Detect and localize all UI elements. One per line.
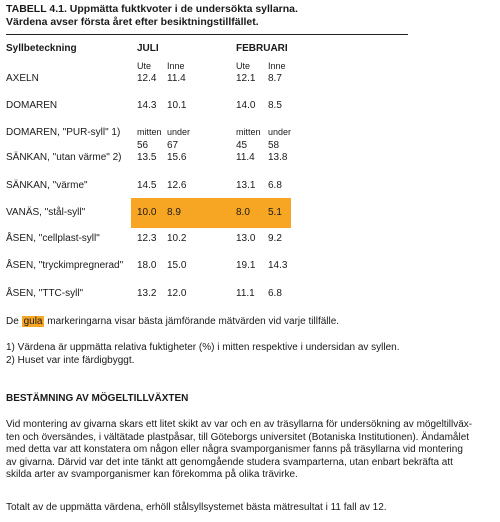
table-cell: 13.8 [268, 152, 288, 163]
table-cell: 15.0 [167, 260, 187, 271]
table-cell: 12.6 [167, 180, 187, 191]
summary-sentence: Totalt av de uppmätta värdena, erhöll st… [6, 502, 387, 513]
table-cell: 67 [167, 140, 179, 151]
table-cell: 8.7 [268, 73, 282, 84]
paragraph-line: med detta var att konstatera om någon el… [6, 444, 463, 456]
table-cell: 6.8 [268, 180, 282, 191]
sub-header: under [268, 127, 292, 137]
table-cell: 10.0 [137, 207, 157, 218]
table-cell: 15.6 [167, 152, 187, 163]
row-label: ÅSEN, "TTC-syll" [6, 288, 84, 299]
table-cell: 13.2 [137, 288, 157, 299]
table-cell: 58 [268, 140, 280, 151]
table-cell: 9.2 [268, 233, 282, 244]
section-heading: BESTÄMNING AV MÖGELTILLVÄXTEN [6, 393, 189, 404]
footnote-2: 2) Huset var inte färdigbyggt. [6, 355, 135, 366]
juli-column-header: JULI [137, 43, 159, 54]
table-cell: 13.1 [236, 180, 256, 191]
sub-header: mitten [137, 127, 162, 137]
paragraph-line: Vid montering av givarna skars ett litet… [6, 419, 473, 430]
table-cell: 5.1 [268, 207, 282, 218]
table-cell: 11.4 [236, 152, 255, 163]
table-top-rule [6, 34, 408, 35]
februari-column-header: FEBRUARI [236, 43, 288, 54]
sub-header: mitten [236, 127, 261, 137]
table-cell: 8.9 [167, 207, 181, 218]
table-cell: 11.4 [167, 73, 186, 84]
label-column-header: Syllbeteckning [6, 43, 77, 54]
table-cell: 11.1 [236, 288, 255, 299]
row-label: SÄNKAN, "utan värme" 2) [6, 152, 122, 163]
table-cell: 6.8 [268, 288, 282, 299]
table-cell: 14.3 [268, 260, 288, 271]
highlight-legend: De gula markeringarna visar bästa jämför… [6, 316, 339, 327]
paragraph-line: ten och översändes, i vältätade plastpås… [6, 431, 470, 443]
table-cell: 19.1 [236, 260, 256, 271]
table-title-line-1: TABELL 4.1. Uppmätta fuktkvoter i de und… [6, 3, 298, 15]
row-label: ÅSEN, "tryckimpregnerad" [6, 260, 124, 271]
sub-header: Inne [167, 61, 185, 71]
table-cell: 14.3 [137, 100, 157, 111]
footnote-1: 1) Värdena är uppmätta relativa fuktighe… [6, 342, 400, 353]
highlight-vanas [131, 198, 291, 228]
row-label: DOMAREN [6, 100, 58, 111]
row-label: AXELN [6, 73, 39, 84]
table-cell: 12.3 [137, 233, 157, 244]
paragraph-line: av givarna. Därvid var det inte tänkt at… [6, 456, 453, 468]
table-cell: 18.0 [137, 260, 157, 271]
sub-header: Ute [137, 61, 152, 71]
legend-highlight-word: gula [21, 316, 45, 327]
legend-post: markeringarna visar bästa jämförande mät… [47, 316, 340, 327]
table-cell: 10.2 [167, 233, 187, 244]
table-cell: 14.5 [137, 180, 157, 191]
row-label: SÄNKAN, "värme" [6, 180, 88, 191]
table-cell: 13.0 [236, 233, 256, 244]
row-label: DOMAREN, "PUR-syll" 1) [6, 127, 121, 138]
row-label: VANÄS, "stål-syll" [6, 207, 86, 218]
sub-header: Ute [236, 61, 251, 71]
table-cell: 14.0 [236, 100, 256, 111]
paragraph-line: skilda arter av svamporganismer kan före… [6, 469, 298, 481]
table-cell: 12.1 [236, 73, 256, 84]
table-cell: 45 [236, 140, 248, 151]
table-cell: 10.1 [167, 100, 187, 111]
table-cell: 8.5 [268, 100, 282, 111]
table-cell: 12.0 [167, 288, 187, 299]
table-cell: 56 [137, 140, 149, 151]
table-title: TABELL 4.1. Uppmätta fuktkvoter i de und… [6, 3, 298, 29]
table-cell: 8.0 [236, 207, 250, 218]
sub-header: Inne [268, 61, 286, 71]
legend-pre: De [6, 316, 19, 327]
table-title-line-2: Värdena avser första året efter besiktni… [6, 16, 259, 28]
sub-header: under [167, 127, 191, 137]
row-label: ÅSEN, "cellplast-syll" [6, 233, 100, 244]
section-paragraph: Vid montering av givarna skars ett litet… [6, 419, 496, 482]
table-cell: 12.4 [137, 73, 157, 84]
table-cell: 13.5 [137, 152, 157, 163]
